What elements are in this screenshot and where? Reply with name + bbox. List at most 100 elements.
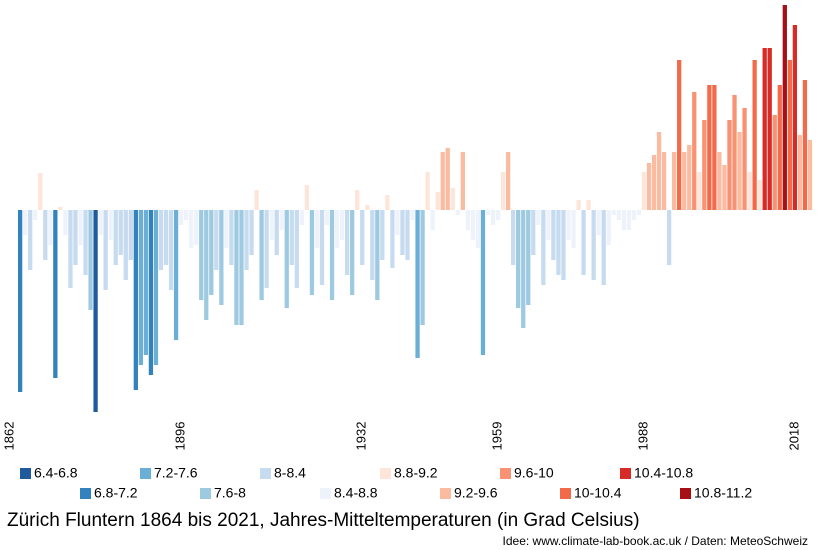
bar [541,210,546,285]
bar [360,210,365,265]
bar [666,210,672,265]
bar [178,210,184,225]
bar [722,165,727,210]
bar [254,190,259,210]
bar [581,210,586,275]
x-tick-label: 1988 [635,422,650,451]
legend-swatch [20,468,31,479]
bar [93,210,98,412]
bar [651,155,657,210]
bar [586,200,591,210]
legend-label: 10-10.4 [574,485,622,501]
bar [495,210,501,220]
bar [807,140,813,210]
x-tick-label: 1862 [1,422,16,451]
legend-swatch [560,488,571,499]
bar [465,210,471,230]
bar [732,95,737,210]
bar [531,210,536,255]
bar [390,210,395,268]
bar [148,210,154,375]
bar [526,210,531,305]
bar [319,210,325,285]
bar [410,210,415,220]
bar [264,210,269,288]
bar [490,210,496,225]
bar [561,210,566,280]
bar [546,210,551,240]
bar [802,80,808,210]
bar [355,190,360,210]
bar [737,132,742,210]
bar [314,210,320,248]
bar [58,207,63,210]
bar [475,210,481,248]
legend-label: 9.2-9.6 [454,485,498,501]
bar [123,210,128,280]
bar [108,210,113,240]
bar [103,210,108,290]
bar [591,210,596,280]
bar [697,172,702,210]
legend-swatch [500,468,511,479]
bar [611,210,616,215]
x-tick-label: 1932 [354,422,369,451]
bar [73,210,78,265]
bar [339,210,345,240]
bar [219,210,224,305]
bar [279,210,284,230]
bar [712,85,717,210]
bar [214,210,219,270]
bar [516,210,521,308]
bar [757,180,762,210]
bar [309,210,315,295]
legend-swatch [260,468,271,479]
bar [687,145,692,210]
bar [671,152,677,210]
bar [289,210,294,265]
bar [792,25,798,210]
legend-label: 8.4-8.8 [334,485,378,501]
bar [194,210,199,245]
bar [571,210,576,248]
legend-label: 7.6-8 [214,485,246,501]
legend-label: 8-8.4 [274,465,306,481]
x-tick-label: 1959 [489,422,504,451]
legend-label: 6.8-7.2 [94,485,138,501]
legend-swatch [680,488,691,499]
bar [324,210,330,225]
bar [43,210,48,260]
bar [682,152,687,210]
legend-label: 6.4-6.8 [34,465,78,481]
x-tick-label: 1896 [173,422,188,451]
bar [23,210,28,235]
bar [304,185,310,210]
bar [762,48,767,210]
legend-swatch [140,468,151,479]
bar [450,188,455,210]
bar [344,210,350,275]
bar [727,120,732,210]
bar [153,210,159,365]
bar [707,85,712,210]
bar [128,210,133,260]
bar [702,120,707,210]
bar [334,210,340,248]
bar [505,152,511,210]
bar [500,172,506,210]
bar [631,210,637,220]
bar [556,210,561,275]
bar [259,210,264,300]
bar [244,210,249,270]
bar [440,152,445,210]
legend-label: 10.4-10.8 [634,465,693,481]
bar [375,210,380,300]
bar [294,210,299,288]
bar [656,132,662,210]
bar [224,210,229,248]
bar [485,210,491,215]
bar [163,210,169,265]
bar [405,210,410,260]
bar [536,210,541,225]
bar [113,210,118,265]
